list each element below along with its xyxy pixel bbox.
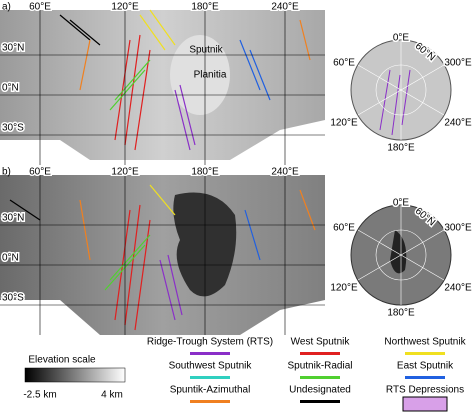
legend-label: Northwest Sputnik xyxy=(384,337,466,348)
polar-label: 60°E xyxy=(333,223,355,234)
panel-label: a) xyxy=(2,2,11,13)
polar-label: 120°E xyxy=(330,283,358,294)
polar-parallel xyxy=(375,64,427,116)
legend-swatch xyxy=(300,376,340,379)
longitude-label: 240°E xyxy=(271,167,299,178)
legend-label: RTS Depressions xyxy=(386,385,464,396)
feature-label: Planitia xyxy=(194,70,227,81)
legend-label: Ridge-Trough System (RTS) xyxy=(147,337,273,348)
legend-label: Southwest Sputnik xyxy=(169,361,253,372)
polar-grid-line xyxy=(357,229,445,281)
legend-label: Spuntik-Azimuthal xyxy=(170,385,251,396)
polar-label: 180°E xyxy=(387,143,415,154)
legend-swatch xyxy=(190,400,230,403)
latitude-label: 0°N xyxy=(2,83,19,94)
panel-label: b) xyxy=(2,167,11,178)
longitude-label: 120°E xyxy=(111,2,139,13)
polar-grid-line xyxy=(357,64,445,116)
polar-label: 240°E xyxy=(444,118,472,129)
polar-label: 240°E xyxy=(444,283,472,294)
legend-label: West Sputnik xyxy=(291,337,351,348)
legend-swatch xyxy=(405,376,445,379)
longitude-label: 180°E xyxy=(191,167,219,178)
legend-swatch xyxy=(300,352,340,355)
longitude-label: 60°E xyxy=(29,2,51,13)
longitude-label: 240°E xyxy=(271,2,299,13)
polar-label: 120°E xyxy=(330,118,358,129)
scale-title: Elevation scale xyxy=(28,355,96,366)
latitude-label: 30°N xyxy=(2,213,24,224)
polar-label: 180°E xyxy=(387,308,415,319)
longitude-label: 180°E xyxy=(191,2,219,13)
legend-label: East Sputnik xyxy=(397,361,454,372)
polar-label: 0°E xyxy=(393,198,410,209)
feature-label: Sputnik xyxy=(189,45,223,56)
longitude-label: 60°E xyxy=(29,167,51,178)
polar-label: 300°E xyxy=(444,223,472,234)
polar-label: 0°E xyxy=(393,33,410,44)
polar-parallel xyxy=(375,229,427,281)
legend-swatch xyxy=(190,352,230,355)
latitude-label: 0°N xyxy=(2,253,19,264)
scale-min: -2.5 km xyxy=(23,390,56,401)
legend-swatch xyxy=(190,376,230,379)
legend-swatch xyxy=(405,352,445,355)
map-b xyxy=(0,175,452,335)
legend-swatch xyxy=(300,400,340,403)
elevation-bar xyxy=(24,367,126,383)
scale-max: 4 km xyxy=(101,390,123,401)
latitude-label: 30°S xyxy=(2,123,24,134)
latitude-label: 30°N xyxy=(2,43,24,54)
latitude-label: 30°S xyxy=(2,293,24,304)
polar-label: 300°E xyxy=(444,58,472,69)
map-a xyxy=(0,9,452,160)
legend-label: Sputnik-Radial xyxy=(287,361,352,372)
legend-label: Undesignated xyxy=(289,385,351,396)
polar-label: 60°E xyxy=(333,58,355,69)
legend-swatch xyxy=(402,396,448,412)
longitude-label: 120°E xyxy=(111,167,139,178)
